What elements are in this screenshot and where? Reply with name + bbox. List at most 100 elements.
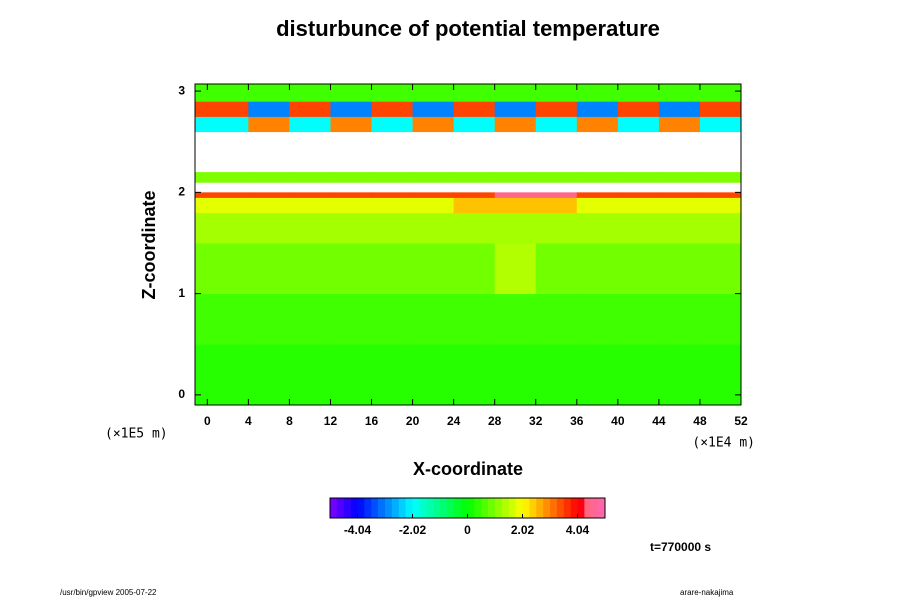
cell — [412, 242, 455, 295]
cell — [535, 116, 578, 133]
colorbar-swatch — [371, 498, 379, 518]
cell — [658, 84, 701, 102]
cell — [658, 242, 701, 295]
cell — [617, 242, 660, 295]
colorbar-swatch — [398, 498, 406, 518]
x-tick-label: 12 — [324, 414, 338, 428]
cell — [248, 197, 290, 214]
cell — [535, 242, 578, 295]
cell — [576, 192, 619, 198]
cell — [289, 197, 331, 214]
cell — [494, 293, 537, 345]
x-tick-label: 40 — [611, 414, 625, 428]
cell — [699, 293, 742, 345]
cell — [371, 197, 414, 214]
colorbar-swatch — [453, 498, 461, 518]
cell — [494, 172, 537, 183]
cell — [195, 242, 249, 295]
cell — [289, 84, 331, 102]
cell — [699, 116, 742, 133]
cell — [699, 197, 742, 214]
colorbar-swatch — [522, 498, 530, 518]
cell — [330, 197, 373, 214]
cell — [658, 192, 701, 198]
cell — [330, 84, 373, 102]
cell — [699, 344, 742, 406]
cell — [453, 242, 496, 295]
cell — [617, 212, 660, 244]
x-tick-label: 36 — [570, 414, 584, 428]
cell — [658, 116, 701, 133]
x-axis-label: X-coordinate — [413, 459, 523, 479]
cell — [330, 116, 373, 133]
cell — [195, 101, 249, 117]
colorbar-tick-label: -2.02 — [399, 523, 427, 537]
cell — [195, 212, 249, 244]
colorbar-swatch — [550, 498, 558, 518]
cell — [195, 344, 249, 406]
colorbar-swatch — [467, 498, 475, 518]
colorbar-swatch — [412, 498, 420, 518]
x-tick-label: 16 — [365, 414, 379, 428]
cell — [330, 293, 373, 345]
cell — [453, 101, 496, 117]
colorbar-swatch — [343, 498, 351, 518]
cell — [330, 212, 373, 244]
colorbar-swatch — [460, 498, 468, 518]
cell — [248, 172, 290, 183]
cell — [371, 172, 414, 183]
cell — [453, 293, 496, 345]
footer-right: arare-nakajima — [680, 588, 734, 597]
cell — [699, 84, 742, 102]
cell — [330, 192, 373, 198]
colorbar-swatch — [378, 498, 386, 518]
x-tick-label: 28 — [488, 414, 502, 428]
cell — [453, 172, 496, 183]
cell — [658, 344, 701, 406]
cell — [289, 192, 331, 198]
cell — [699, 101, 742, 117]
cell — [195, 84, 249, 102]
cell — [617, 172, 660, 183]
x-tick-label: 24 — [447, 414, 461, 428]
cell — [412, 116, 455, 133]
cell — [248, 212, 290, 244]
chart-title: disturbunce of potential temperature — [276, 16, 660, 41]
cell — [699, 192, 742, 198]
y-tick-label: 3 — [178, 83, 185, 97]
x-tick-label: 4 — [245, 414, 252, 428]
cell — [617, 293, 660, 345]
colorbar-swatch — [508, 498, 516, 518]
cell — [412, 172, 455, 183]
colorbar-swatch — [495, 498, 503, 518]
cell — [371, 101, 414, 117]
x-tick-label: 20 — [406, 414, 420, 428]
cell — [658, 197, 701, 214]
cell — [576, 344, 619, 406]
cell — [658, 172, 701, 183]
colorbar-swatch — [570, 498, 578, 518]
x-tick-label: 52 — [734, 414, 748, 428]
colorbar-tick-label: 2.02 — [511, 523, 535, 537]
cell — [494, 242, 537, 295]
colorbar-tick-label: -4.04 — [344, 523, 372, 537]
y-tick-label: 1 — [178, 286, 185, 300]
colorbar-swatch — [598, 498, 606, 518]
cell — [576, 116, 619, 133]
cell — [453, 197, 496, 214]
x-tick-label: 8 — [286, 414, 293, 428]
cell — [453, 192, 496, 198]
cell — [617, 101, 660, 117]
cell — [494, 344, 537, 406]
cell — [658, 293, 701, 345]
cell — [617, 84, 660, 102]
cell — [699, 172, 742, 183]
cell — [453, 116, 496, 133]
y-unit: (×1E5 m) — [105, 427, 168, 442]
colorbar-swatch — [577, 498, 585, 518]
cell — [289, 242, 331, 295]
cell — [576, 293, 619, 345]
cell — [658, 212, 701, 244]
cell — [248, 84, 290, 102]
cell — [535, 344, 578, 406]
